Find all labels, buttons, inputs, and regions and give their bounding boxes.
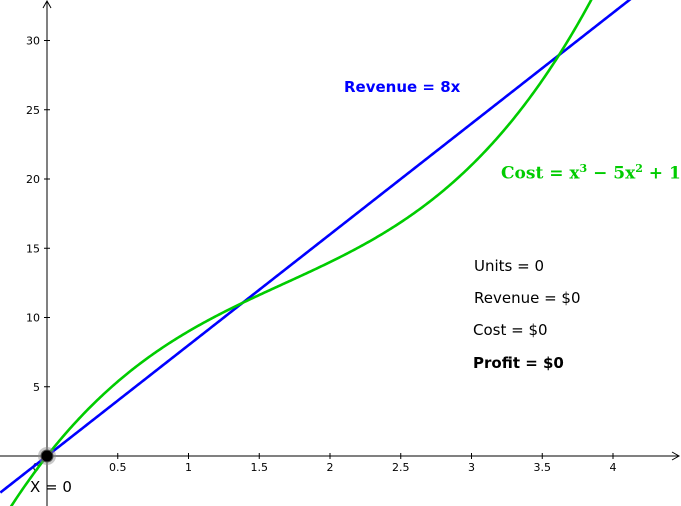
point-x <box>40 449 54 463</box>
y-tick-label: 30 <box>26 35 40 48</box>
point-label: X = 0 <box>30 478 72 496</box>
y-tick-label: 25 <box>26 104 40 117</box>
cost-label-exponent-2: 2 <box>635 162 643 175</box>
x-tick-label: 4 <box>610 461 617 474</box>
y-tick-label: 5 <box>33 381 40 394</box>
x-tick-label: 1 <box>185 461 192 474</box>
cost-label-exponent-3: 3 <box>579 162 588 175</box>
units-readout: Units = 0 <box>474 257 544 275</box>
y-tick-label: 10 <box>26 312 40 325</box>
y-tick-label: 15 <box>26 242 40 255</box>
cost-function-label: Cost = x3 − 5x2 + 13x <box>501 162 681 184</box>
revenue-readout: Revenue = $0 <box>474 289 581 307</box>
x-tick-label: 1.5 <box>251 461 269 474</box>
x-tick-label: 2 <box>327 461 334 474</box>
cost-label-suffix: + 13x <box>648 163 681 184</box>
x-tick-label: 0.5 <box>109 461 127 474</box>
origin-tick-label: 0 <box>33 461 40 474</box>
cost-label-middle: − 5x <box>587 163 636 184</box>
cost-curve <box>9 0 593 506</box>
cost-readout: Cost = $0 <box>473 321 548 339</box>
revenue-line <box>0 0 632 494</box>
profit-readout: Profit = $0 <box>473 354 564 372</box>
x-axis-arrow <box>671 451 681 461</box>
y-tick-label: 20 <box>26 173 40 186</box>
x-tick-label: 3.5 <box>534 461 552 474</box>
x-tick-label: 2.5 <box>392 461 410 474</box>
cost-label-prefix: Cost = x <box>501 163 580 184</box>
x-tick-label: 3 <box>468 461 475 474</box>
revenue-function-label: Revenue = 8x <box>344 78 461 96</box>
y-axis-arrow <box>42 0 52 9</box>
